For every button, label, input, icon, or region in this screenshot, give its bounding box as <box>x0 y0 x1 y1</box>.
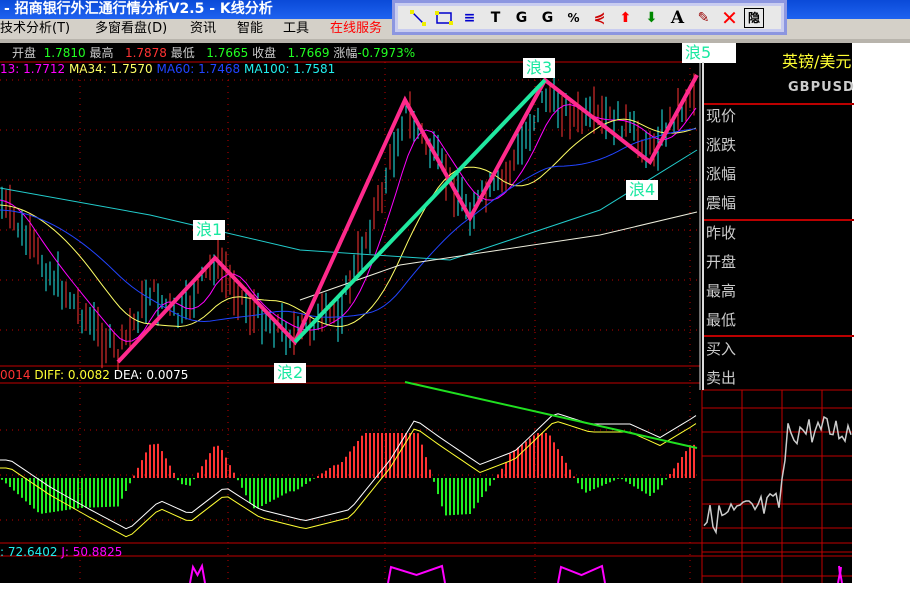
ma34-value: MA34: 1.7570 <box>68 62 153 76</box>
dea-value: DEA: 0.0075 <box>113 368 189 382</box>
ma-line <box>0 128 697 322</box>
delete-icon[interactable]: ✕ <box>721 5 738 30</box>
quote-panel: 英镑/美元 GBPUSD 现价 涨跌 涨幅 震幅 昨收 开盘 最高 最低 买入 … <box>702 52 855 390</box>
macd-label: 0014 DIFF: 0.0082 DEA: 0.0075 <box>0 368 188 382</box>
up-arrow-icon[interactable]: ⬆ <box>619 9 632 26</box>
mini-price-line <box>703 415 852 535</box>
percent-lines-icon[interactable]: % <box>567 10 580 25</box>
kdj-d-value: : 72.6402 <box>0 545 58 559</box>
ma-row: 13: 1.7712 MA34: 1.7570 MA60: 1.7468 MA1… <box>0 62 335 76</box>
ma100-line <box>0 149 698 261</box>
divider <box>704 335 854 337</box>
wave-1-label: 浪1 <box>193 220 226 240</box>
text-tool-icon[interactable]: A <box>670 7 685 28</box>
wave-5-label: 浪5 <box>682 43 736 63</box>
line-tool-icon[interactable] <box>406 7 429 29</box>
parallel-lines-icon[interactable]: ≡ <box>463 9 476 26</box>
close-label: 收盘 <box>252 46 277 60</box>
ma13-value: 13: 1.7712 <box>0 62 66 76</box>
amplitude-label: 震幅 <box>706 194 737 212</box>
kline-chart[interactable] <box>0 0 852 583</box>
menu-technical-analysis[interactable]: 技术分析(T) <box>0 21 71 36</box>
ma60-value: MA60: 1.7468 <box>156 62 241 76</box>
low-label: 最低 <box>706 311 737 329</box>
wave-3-label: 浪3 <box>523 58 556 78</box>
bar-g-icon[interactable]: G <box>541 9 554 26</box>
kdj-j-value: J: 50.8825 <box>61 545 123 559</box>
kdj-line <box>387 564 446 583</box>
menu-multi-window[interactable]: 多窗看盘(D) <box>95 21 168 36</box>
ma-line <box>0 118 697 327</box>
high-value: 1.7878 <box>124 46 167 60</box>
high-label: 最高 <box>706 282 737 300</box>
open-label: 开盘 <box>706 253 737 271</box>
fan-lines-icon[interactable]: ⋞ <box>593 9 606 26</box>
menu-smart[interactable]: 智能 <box>237 21 264 36</box>
drawing-toolbar: ≡ T G G % ⋞ ⬆ ⬇ A ✎ ✕ 隐 <box>392 0 787 35</box>
open-value: 1.7810 <box>43 46 86 60</box>
rectangle-tool-icon[interactable] <box>432 7 455 29</box>
kdj-label: : 72.6402 J: 50.8825 <box>0 545 122 559</box>
kdj-line <box>837 565 843 583</box>
bar-t-icon[interactable]: T <box>490 9 501 26</box>
kdj-line <box>189 562 206 583</box>
prev-close-label: 昨收 <box>706 224 737 242</box>
change-label: 涨跌 <box>706 136 737 154</box>
macd-prefix: 0014 <box>0 368 31 382</box>
wave-4-label: 浪4 <box>626 180 659 200</box>
wave-2-label: 浪2 <box>274 363 307 383</box>
wave-trend-line <box>293 78 547 344</box>
change-pct-label: 涨幅 <box>706 165 737 183</box>
menu-news[interactable]: 资讯 <box>190 21 217 36</box>
pair-code: GBPUSD <box>788 80 855 95</box>
separator <box>0 39 910 43</box>
divider <box>704 219 854 221</box>
eraser-icon[interactable]: ✎ <box>697 9 710 26</box>
divider <box>704 103 854 105</box>
diff-value: DIFF: 0.0082 <box>34 368 110 382</box>
ask-label: 卖出 <box>706 369 737 387</box>
low-value: 1.7665 <box>206 46 249 60</box>
kdj-line <box>557 564 606 583</box>
change-label: 涨幅 <box>333 46 358 60</box>
menu-tools[interactable]: 工具 <box>283 21 310 36</box>
wave-zigzag-line <box>116 74 699 364</box>
g-lines-icon[interactable]: G <box>515 9 528 26</box>
dea-line <box>0 421 697 538</box>
ma100-value: MA100: 1.7581 <box>243 62 336 76</box>
ma-long-line <box>299 211 698 301</box>
close-value: 1.7669 <box>287 46 330 60</box>
macd-trend-line <box>404 381 698 449</box>
high-label: 最高 <box>89 46 114 60</box>
bid-label: 买入 <box>706 340 737 358</box>
pair-name: 英镑/美元 <box>782 52 852 71</box>
change-value: -0.7973% <box>357 46 416 60</box>
down-arrow-icon[interactable]: ⬇ <box>645 9 658 26</box>
diff-line <box>0 413 697 530</box>
low-label: 最低 <box>170 46 195 60</box>
current-price-label: 现价 <box>706 107 737 125</box>
quote-row: 开盘 1.7810 最高 1.7878 最低 1.7665 收盘 1.7669 … <box>12 44 415 61</box>
menu-online-service[interactable]: 在线服务 <box>330 21 383 36</box>
open-label: 开盘 <box>12 46 37 60</box>
hide-button[interactable]: 隐 <box>744 7 764 28</box>
